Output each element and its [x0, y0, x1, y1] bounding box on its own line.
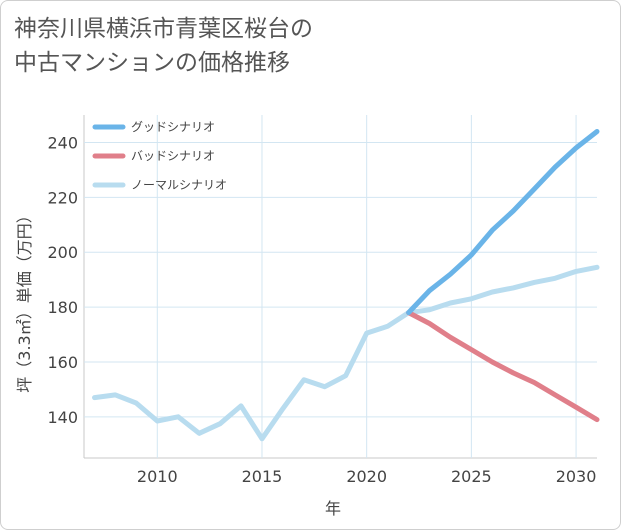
- legend-label: ノーマルシナリオ: [131, 178, 227, 192]
- x-tick-label: 2015: [242, 467, 283, 486]
- chart-title-line-2: 中古マンションの価格推移: [14, 50, 290, 76]
- y-axis-label: 坪（3.3㎡）単価（万円）: [15, 207, 34, 392]
- y-tick-label: 180: [47, 298, 78, 317]
- y-tick-label: 200: [47, 243, 78, 262]
- legend-label: バッドシナリオ: [131, 149, 215, 163]
- x-tick-label: 2020: [346, 467, 387, 486]
- y-tick-label: 160: [47, 353, 78, 372]
- x-axis-label: 年: [325, 499, 341, 518]
- y-tick-label: 240: [47, 133, 78, 152]
- x-tick-label: 2030: [556, 467, 597, 486]
- y-tick-label: 140: [47, 408, 78, 427]
- series-line-0: [406, 129, 600, 316]
- series-lines: [92, 129, 600, 442]
- chart-title-line-1: 神奈川県横浜市青葉区桜台の: [14, 16, 313, 42]
- series-line-1: [406, 310, 600, 423]
- tick-labels: 2010 2015 2020 2025 2030 140 160 180 200 220 240: [47, 133, 596, 486]
- y-tick-label: 220: [47, 188, 78, 207]
- x-tick-label: 2010: [137, 467, 178, 486]
- chart-title: 神奈川県横浜市青葉区桜台の 中古マンションの価格推移: [14, 12, 313, 80]
- series-line-2: [92, 264, 600, 442]
- legend-label: グッドシナリオ: [131, 120, 215, 134]
- x-tick-label: 2025: [451, 467, 492, 486]
